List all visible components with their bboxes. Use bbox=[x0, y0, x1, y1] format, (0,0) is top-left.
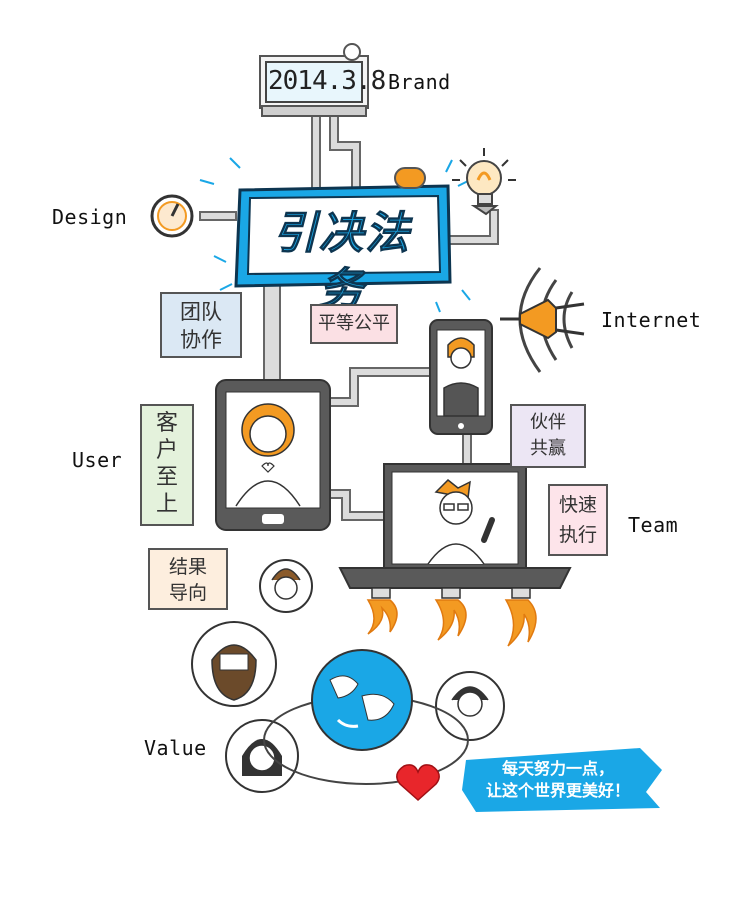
note-teamwork: 团队 协作 bbox=[160, 292, 242, 358]
logo-text: 引决法务 bbox=[273, 208, 411, 316]
note-fast-execution: 快速 执行 bbox=[548, 484, 608, 556]
label-user: User bbox=[72, 448, 123, 472]
brand-date: 2014.3.8 bbox=[268, 66, 386, 96]
note-fast-line1: 快速 bbox=[558, 494, 597, 516]
note-partners: 伙伴 共赢 bbox=[510, 404, 586, 468]
slogan-splash bbox=[462, 748, 662, 812]
label-value: Value bbox=[144, 736, 207, 760]
note-equality: 平等公平 bbox=[310, 304, 398, 344]
note-customer-line1: 客 bbox=[155, 411, 178, 436]
label-internet: Internet bbox=[601, 308, 702, 332]
rocket-flames bbox=[366, 599, 537, 647]
avatar-young-man bbox=[435, 671, 505, 741]
label-team: Team bbox=[628, 513, 679, 537]
slogan-line1: 每天努力一点， bbox=[501, 759, 614, 778]
note-equality-line1: 平等公平 bbox=[318, 313, 390, 334]
note-customer-line4: 上 bbox=[155, 492, 178, 517]
connector-pipes bbox=[199, 114, 499, 521]
tablet-device bbox=[215, 379, 331, 531]
heart-icon bbox=[396, 764, 440, 802]
design-gauge-icon bbox=[150, 194, 194, 238]
label-brand: Brand bbox=[388, 70, 451, 94]
internet-plug-icon bbox=[500, 267, 585, 373]
slogan-line2: 让这个世界更美好！ bbox=[485, 781, 630, 800]
globe-icon bbox=[263, 649, 469, 785]
note-partners-line2: 共赢 bbox=[530, 438, 566, 459]
note-customer-line2: 户 bbox=[155, 438, 178, 463]
slogan-text: 每天努力一点， 让这个世界更美好！ bbox=[478, 758, 638, 802]
label-design: Design bbox=[52, 205, 128, 229]
lightbulb-icon bbox=[452, 148, 516, 216]
note-teamwork-line1: 团队 bbox=[180, 300, 222, 324]
note-customer-line3: 至 bbox=[155, 465, 178, 490]
avatar-girl-bun bbox=[259, 559, 313, 613]
note-teamwork-line2: 协作 bbox=[180, 328, 222, 352]
note-result-line1: 结果 bbox=[168, 556, 207, 578]
note-result-line2: 导向 bbox=[168, 582, 207, 604]
logo-board bbox=[199, 157, 471, 313]
monitor-device bbox=[338, 463, 572, 599]
avatar-woman bbox=[225, 719, 299, 793]
note-partners-line1: 伙伴 bbox=[530, 412, 566, 433]
note-customer: 客 户 至 上 bbox=[140, 404, 194, 526]
phone-device bbox=[429, 319, 493, 435]
brand-signboard bbox=[259, 43, 369, 117]
avatar-bearded-man bbox=[191, 621, 277, 707]
note-fast-line2: 执行 bbox=[558, 524, 597, 546]
note-result-oriented: 结果 导向 bbox=[148, 548, 228, 610]
